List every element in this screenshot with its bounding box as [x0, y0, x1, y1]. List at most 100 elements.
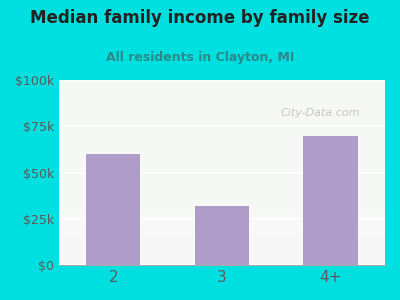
Bar	[59, 254, 385, 256]
Bar	[59, 93, 385, 95]
Bar	[59, 84, 385, 85]
Bar	[86, 154, 140, 265]
Bar	[59, 178, 385, 180]
Bar	[59, 115, 385, 117]
Bar	[59, 163, 385, 165]
Bar	[59, 212, 385, 213]
Bar	[59, 152, 385, 154]
Bar	[59, 165, 385, 167]
Bar	[59, 171, 385, 172]
Bar	[59, 226, 385, 228]
Bar	[59, 80, 385, 82]
Bar	[59, 191, 385, 193]
Bar	[59, 117, 385, 119]
Bar	[59, 119, 385, 121]
Bar	[59, 154, 385, 156]
Bar	[59, 169, 385, 171]
Bar	[59, 123, 385, 124]
Bar	[59, 161, 385, 163]
Bar	[59, 228, 385, 230]
Bar	[59, 185, 385, 188]
Bar	[59, 113, 385, 115]
Bar	[59, 121, 385, 123]
Bar	[59, 82, 385, 84]
Bar	[59, 97, 385, 98]
Bar	[304, 136, 358, 265]
Bar	[59, 91, 385, 93]
Bar	[59, 98, 385, 101]
Bar	[59, 258, 385, 260]
Bar	[59, 130, 385, 132]
Bar	[59, 139, 385, 141]
Bar	[59, 237, 385, 239]
Bar	[59, 202, 385, 204]
Bar	[59, 224, 385, 226]
Text: All residents in Clayton, MI: All residents in Clayton, MI	[106, 51, 294, 64]
Bar	[59, 147, 385, 148]
Bar	[59, 87, 385, 89]
Bar	[59, 95, 385, 97]
Bar	[59, 247, 385, 248]
Bar	[59, 136, 385, 137]
Bar	[59, 174, 385, 176]
Bar	[59, 208, 385, 210]
Bar	[59, 156, 385, 158]
Bar	[59, 199, 385, 200]
Bar	[59, 261, 385, 263]
Bar	[59, 176, 385, 178]
Bar	[59, 150, 385, 152]
Bar	[59, 110, 385, 112]
Bar	[59, 239, 385, 241]
Text: Median family income by family size: Median family income by family size	[30, 9, 370, 27]
Bar	[59, 219, 385, 221]
Bar	[59, 126, 385, 128]
Bar	[59, 221, 385, 223]
Bar	[59, 210, 385, 212]
Bar	[59, 108, 385, 109]
Bar	[59, 263, 385, 265]
Bar	[59, 230, 385, 232]
Bar	[59, 167, 385, 169]
Bar	[59, 206, 385, 208]
Bar	[59, 196, 385, 199]
Bar	[59, 215, 385, 217]
Bar	[59, 143, 385, 145]
Bar	[59, 243, 385, 245]
Bar	[59, 193, 385, 195]
Bar	[59, 100, 385, 102]
Bar	[59, 232, 385, 234]
Text: City-Data.com: City-Data.com	[281, 108, 360, 118]
Bar	[59, 160, 385, 161]
Bar	[59, 145, 385, 147]
Bar	[59, 128, 385, 130]
Bar	[59, 223, 385, 224]
Bar	[59, 256, 385, 258]
Bar	[59, 106, 385, 108]
Bar	[59, 85, 385, 87]
Bar	[59, 148, 385, 150]
Bar	[59, 141, 385, 143]
Bar	[59, 200, 385, 202]
Bar	[59, 89, 385, 91]
Bar	[59, 236, 385, 237]
Bar	[59, 104, 385, 106]
Bar	[59, 182, 385, 184]
Bar	[59, 260, 385, 261]
Bar	[59, 195, 385, 197]
Bar	[59, 188, 385, 189]
Bar	[59, 180, 385, 182]
Bar	[195, 206, 249, 265]
Bar	[59, 241, 385, 243]
Bar	[59, 217, 385, 219]
Bar	[59, 134, 385, 136]
Bar	[59, 112, 385, 113]
Bar	[59, 245, 385, 247]
Bar	[59, 124, 385, 126]
Bar	[59, 248, 385, 250]
Bar	[59, 204, 385, 206]
Bar	[59, 102, 385, 104]
Bar	[59, 184, 385, 185]
Bar	[59, 213, 385, 215]
Bar	[59, 252, 385, 254]
Bar	[59, 132, 385, 134]
